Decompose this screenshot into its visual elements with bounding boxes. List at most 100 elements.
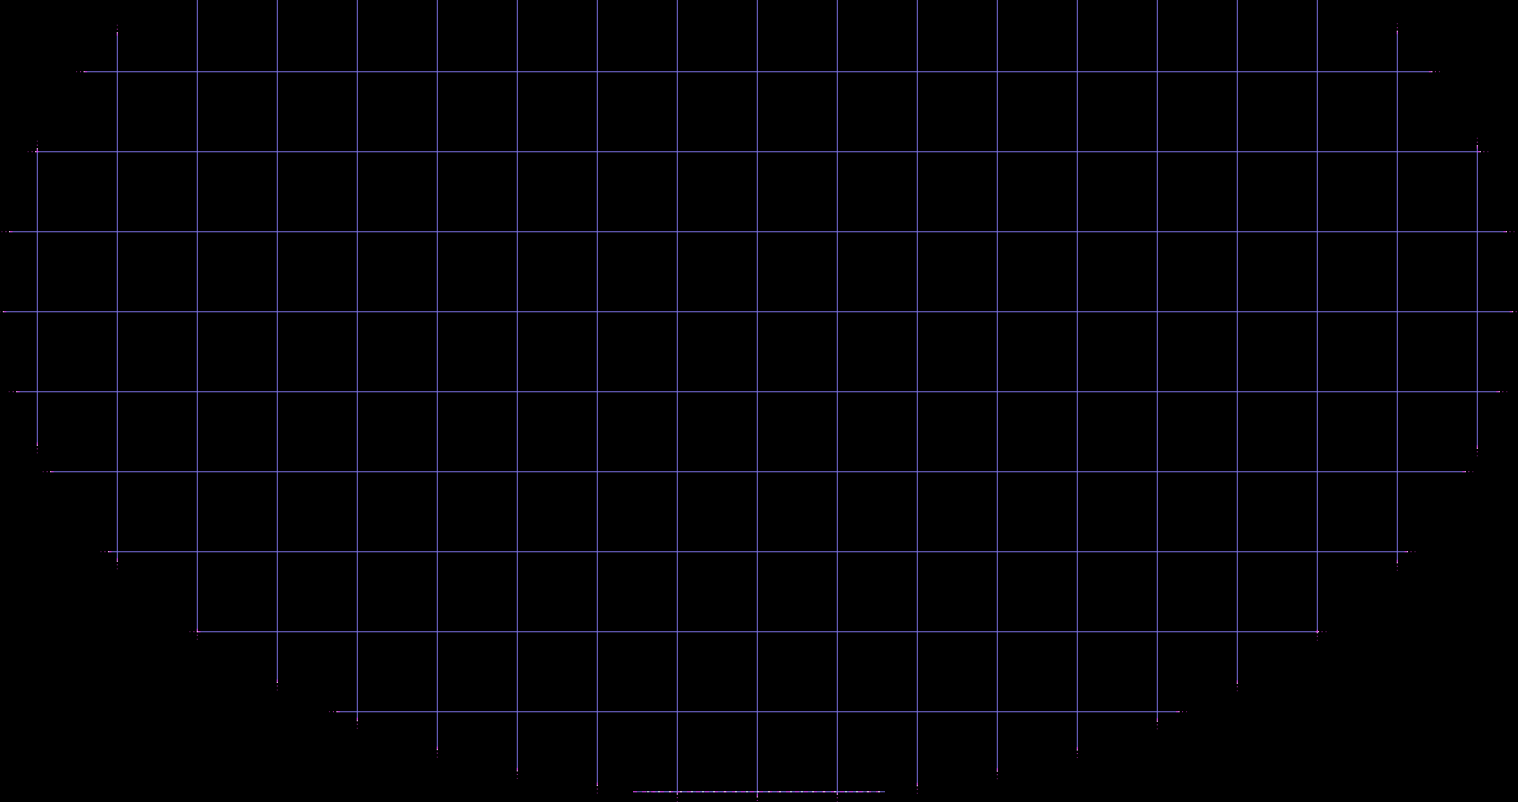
line-end-stray-dot <box>996 774 998 776</box>
line-end-speck-white <box>1431 71 1433 73</box>
line-end-stray-dot <box>1186 711 1188 713</box>
line-end-stray-dot <box>276 689 278 691</box>
line-end-stray-dot <box>1076 753 1078 755</box>
line-end-stray-dot <box>1472 471 1474 473</box>
line-end-speck-white <box>1396 30 1398 32</box>
line-end-stray-dot <box>436 752 438 754</box>
line-end-speck-white <box>676 793 678 795</box>
line-end-speck-white <box>1236 682 1238 684</box>
line-end-stray-dot <box>1509 231 1511 233</box>
line-end-stray-dot <box>27 151 29 153</box>
line-end-stray-dot <box>1076 757 1078 759</box>
line-end-stray-dot <box>1506 391 1508 393</box>
line-end-stray-dot <box>1325 631 1327 633</box>
line-end-stray-dot <box>42 471 44 473</box>
line-end-speck-white <box>916 785 918 787</box>
line-end-stray-dot <box>1502 391 1504 393</box>
line-end-speck-white <box>1316 632 1318 634</box>
line-end-stray-dot <box>1414 551 1416 553</box>
line-end-stray-dot <box>596 792 598 794</box>
line-end-stray-dot <box>276 685 278 687</box>
line-end-stray-dot <box>1236 686 1238 688</box>
line-end-speck-white <box>596 785 598 787</box>
line-end-speck-white <box>107 551 109 553</box>
line-end-stray-dot <box>193 631 195 633</box>
line-end-stray-dot <box>356 727 358 729</box>
line-end-stray-dot <box>1321 631 1323 633</box>
line-end-speck-white <box>1464 471 1466 473</box>
line-end-stray-dot <box>1515 311 1517 313</box>
line-end-speck-white <box>116 32 118 34</box>
line-end-stray-dot <box>1316 635 1318 637</box>
line-end-stray-dot <box>116 24 118 26</box>
line-end-speck-white <box>1506 231 1508 233</box>
line-end-speck-white <box>8 231 10 233</box>
line-end-stray-dot <box>104 551 106 553</box>
line-end-stray-dot <box>12 391 14 393</box>
line-end-speck-white <box>1396 562 1398 564</box>
line-end-stray-dot <box>676 797 678 799</box>
line-end-stray-dot <box>1513 231 1515 233</box>
line-end-stray-dot <box>836 797 838 799</box>
line-end-stray-dot <box>80 71 82 73</box>
line-end-stray-dot <box>36 140 38 142</box>
line-end-stray-dot <box>46 471 48 473</box>
line-end-stray-dot <box>1438 71 1440 73</box>
line-end-stray-dot <box>76 71 78 73</box>
line-end-stray-dot <box>36 448 38 450</box>
line-end-stray-dot <box>1 231 3 233</box>
line-end-stray-dot <box>8 391 10 393</box>
line-end-stray-dot <box>116 28 118 30</box>
line-end-stray-dot <box>1156 724 1158 726</box>
line-end-stray-dot <box>1236 690 1238 692</box>
line-end-speck-white <box>36 444 38 446</box>
line-end-stray-dot <box>5 231 7 233</box>
line-end-speck-white <box>1512 311 1514 313</box>
line-end-speck-white <box>83 71 85 73</box>
line-end-speck-white <box>1407 551 1409 553</box>
line-end-speck-white <box>836 793 838 795</box>
line-end-speck-white <box>1178 711 1180 713</box>
line-end-stray-dot <box>916 792 918 794</box>
line-end-stray-dot <box>1316 639 1318 641</box>
line-end-stray-dot <box>36 144 38 146</box>
line-end-speck-white <box>436 749 438 751</box>
line-end-stray-dot <box>996 778 998 780</box>
line-end-stray-dot <box>196 638 198 640</box>
line-end-stray-dot <box>1396 27 1398 29</box>
line-end-stray-dot <box>1396 569 1398 571</box>
line-end-stray-dot <box>516 773 518 775</box>
line-end-speck-white <box>756 796 758 798</box>
line-end-speck-white <box>16 391 18 393</box>
line-end-stray-dot <box>116 564 118 566</box>
line-end-speck-white <box>1476 145 1478 147</box>
line-end-stray-dot <box>1156 728 1158 730</box>
line-end-speck-white <box>1076 749 1078 751</box>
line-end-stray-dot <box>516 777 518 779</box>
line-end-stray-dot <box>1182 711 1184 713</box>
line-end-stray-dot <box>916 788 918 790</box>
line-end-speck-white <box>196 631 198 633</box>
line-end-stray-dot <box>1487 151 1489 153</box>
line-end-stray-dot <box>1396 23 1398 25</box>
line-end-speck-white <box>36 148 38 150</box>
line-end-stray-dot <box>1476 137 1478 139</box>
line-end-stray-dot <box>328 711 330 713</box>
line-end-stray-dot <box>189 631 191 633</box>
line-end-stray-dot <box>36 452 38 454</box>
line-end-stray-dot <box>1434 71 1436 73</box>
line-end-stray-dot <box>1468 471 1470 473</box>
line-end-stray-dot <box>1476 451 1478 453</box>
line-end-speck-white <box>116 560 118 562</box>
line-end-speck-white <box>356 720 358 722</box>
line-end-speck-white <box>516 770 518 772</box>
line-end-stray-dot <box>596 788 598 790</box>
line-end-stray-dot <box>332 711 334 713</box>
line-end-stray-dot <box>196 634 198 636</box>
line-end-stray-dot <box>116 568 118 570</box>
line-end-speck-white <box>1318 631 1320 633</box>
line-end-stray-dot <box>356 723 358 725</box>
